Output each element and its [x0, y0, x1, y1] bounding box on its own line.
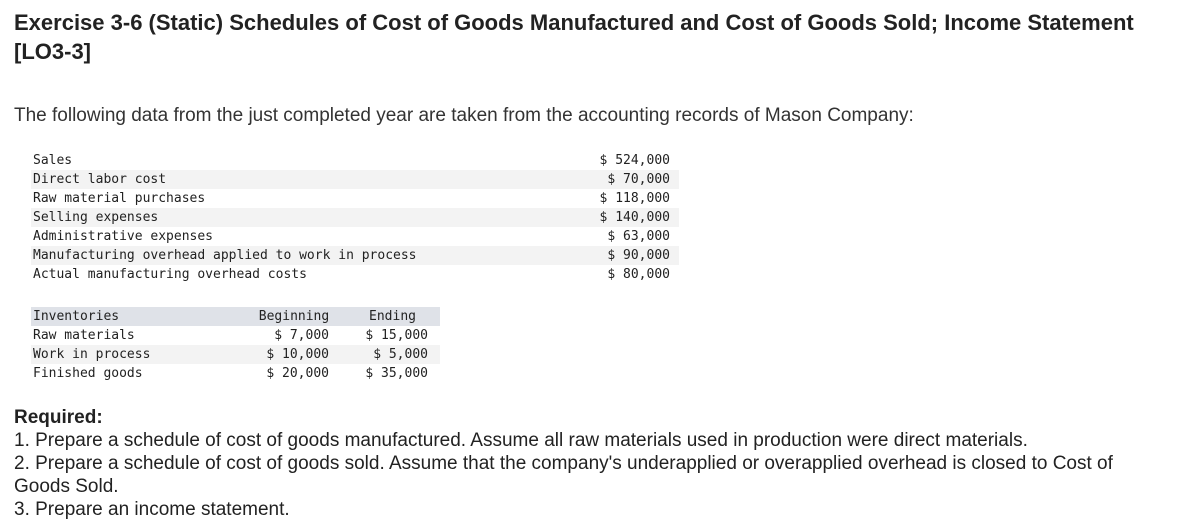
row-amount: $ 90,000 — [566, 246, 679, 265]
row-label: Raw material purchases — [33, 191, 206, 206]
inventory-label: Raw materials — [33, 328, 135, 343]
table-row: Work in process $ 10,000 $ 5,000 — [31, 345, 440, 364]
row-amount: $ 63,000 — [607, 229, 670, 244]
intro-text: The following data from the just complet… — [14, 105, 914, 126]
row-label: Selling expenses — [31, 208, 567, 227]
table-row: Raw material purchases $ 118,000 — [31, 189, 679, 208]
table-row: Actual manufacturing overhead costs $ 80… — [31, 265, 679, 284]
inventory-label: Finished goods — [33, 366, 143, 381]
row-amount: $ 80,000 — [607, 267, 670, 282]
inventories-header-row: Inventories Beginning Ending — [31, 307, 440, 326]
beginning-value: $ 7,000 — [274, 328, 329, 343]
row-amount: $ 524,000 — [599, 153, 670, 168]
table-row: Finished goods $ 20,000 $ 35,000 — [31, 364, 440, 383]
row-label: Manufacturing overhead applied to work i… — [31, 246, 567, 265]
required-item: 2. Prepare a schedule of cost of goods s… — [14, 453, 1113, 497]
ending-value: $ 15,000 — [365, 328, 428, 343]
row-label: Sales — [33, 153, 73, 168]
row-label: Administrative expenses — [33, 229, 214, 244]
accounting-data-table: Sales $ 524,000 Direct labor cost $ 70,0… — [31, 151, 679, 284]
table-row: Direct labor cost $ 70,000 — [31, 170, 679, 189]
ending-header: Ending — [343, 307, 440, 326]
required-heading: Required: — [14, 407, 103, 428]
beginning-value: $ 20,000 — [266, 366, 329, 381]
required-section: Required: 1. Prepare a schedule of cost … — [14, 406, 1174, 521]
exercise-title: Exercise 3-6 (Static) Schedules of Cost … — [14, 10, 1134, 64]
inventories-header-label: Inventories — [31, 307, 231, 326]
row-amount: $ 140,000 — [566, 208, 679, 227]
table-row: Selling expenses $ 140,000 — [31, 208, 679, 227]
beginning-value: $ 10,000 — [231, 345, 343, 364]
row-amount: $ 70,000 — [566, 170, 679, 189]
table-row: Sales $ 524,000 — [31, 151, 679, 170]
table-row: Manufacturing overhead applied to work i… — [31, 246, 679, 265]
inventories-table: Inventories Beginning Ending Raw materia… — [31, 307, 440, 383]
row-label: Actual manufacturing overhead costs — [33, 267, 307, 282]
row-amount: $ 118,000 — [599, 191, 670, 206]
row-label: Direct labor cost — [31, 170, 567, 189]
table-row: Raw materials $ 7,000 $ 15,000 — [31, 326, 440, 345]
ending-value: $ 35,000 — [365, 366, 428, 381]
table-row: Administrative expenses $ 63,000 — [31, 227, 679, 246]
required-item: 3. Prepare an income statement. — [14, 499, 290, 520]
beginning-header: Beginning — [231, 307, 343, 326]
required-item: 1. Prepare a schedule of cost of goods m… — [14, 430, 1028, 451]
ending-value: $ 5,000 — [343, 345, 440, 364]
inventory-label: Work in process — [31, 345, 231, 364]
